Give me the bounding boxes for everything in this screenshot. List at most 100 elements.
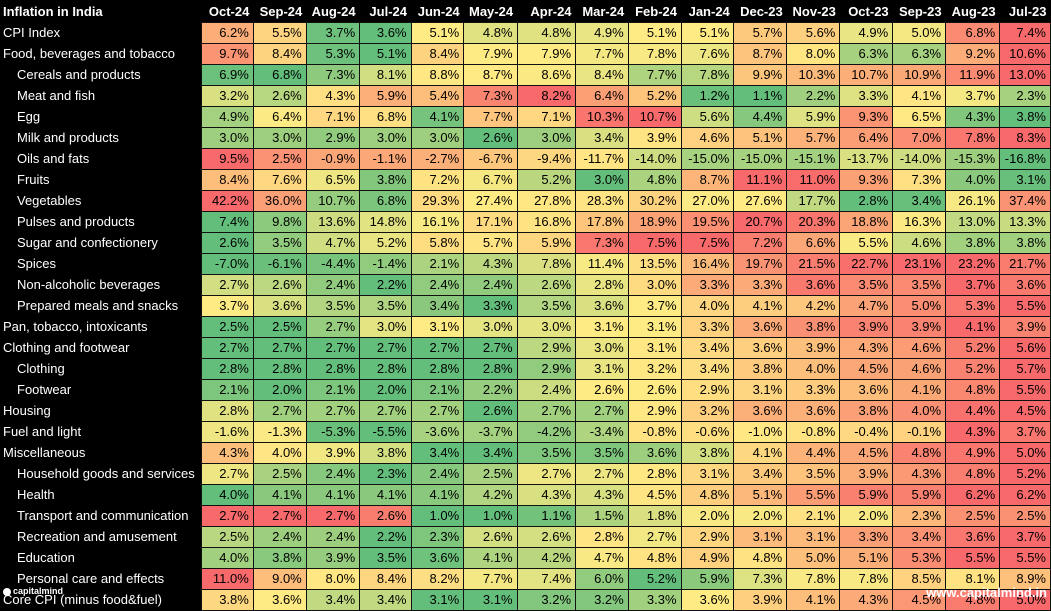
value-cell: 5.2% bbox=[627, 568, 682, 590]
value-cell: 10.3% bbox=[786, 64, 841, 86]
value-cell: 3.9% bbox=[892, 316, 947, 338]
value-cell: 7.4% bbox=[516, 568, 577, 590]
value-cell: 2.5% bbox=[252, 148, 307, 170]
value-cell: 8.1% bbox=[945, 568, 1001, 590]
value-cell: 2.1% bbox=[410, 379, 465, 401]
value-cell: 3.7% bbox=[945, 85, 1001, 107]
value-cell: 6.6% bbox=[786, 232, 841, 254]
value-cell: 2.6% bbox=[627, 379, 682, 401]
value-cell: 5.9% bbox=[359, 85, 412, 107]
value-cell: 3.5% bbox=[839, 274, 894, 296]
value-cell: 8.7% bbox=[733, 43, 788, 65]
value-cell: 2.7% bbox=[200, 505, 254, 527]
value-cell: 10.7% bbox=[627, 106, 682, 128]
row-label: Education bbox=[17, 550, 75, 565]
value-cell: 3.4% bbox=[680, 358, 735, 380]
value-cell: -15.0% bbox=[733, 148, 788, 170]
value-cell: 4.1% bbox=[410, 484, 465, 506]
value-cell: 2.5% bbox=[463, 463, 518, 485]
value-cell: 4.8% bbox=[945, 379, 1001, 401]
value-cell: 8.4% bbox=[252, 43, 307, 65]
value-cell: 4.0% bbox=[892, 400, 947, 422]
column-header: Jan-24 bbox=[688, 4, 730, 19]
table-row: Prepared meals and snacks 3.7% 3.6% 3.5% 3.5… bbox=[0, 295, 1051, 317]
value-cell: 5.1% bbox=[733, 127, 788, 149]
value-cell: 2.6% bbox=[200, 232, 254, 254]
value-cell: 4.1% bbox=[252, 484, 307, 506]
value-cell: 2.6% bbox=[575, 379, 629, 401]
value-cell: 3.1% bbox=[733, 379, 788, 401]
row-label: Personal care and effects bbox=[17, 571, 165, 586]
value-cell: 3.5% bbox=[516, 295, 577, 317]
value-cell: 3.0% bbox=[359, 127, 412, 149]
value-cell: 4.2% bbox=[463, 484, 518, 506]
value-cell: 5.6% bbox=[680, 106, 735, 128]
value-cell: 4.0% bbox=[945, 169, 1001, 191]
value-cell: 3.1% bbox=[733, 526, 788, 548]
value-cell: 3.8% bbox=[786, 316, 841, 338]
value-cell: 6.3% bbox=[892, 43, 947, 65]
value-cell: 3.1% bbox=[627, 337, 682, 359]
value-cell: 2.7% bbox=[359, 400, 412, 422]
table-row: Meat and fish 3.2% 2.6% 4.3% 5.9% 5.4% 7.3% 8.2… bbox=[0, 85, 1051, 107]
value-cell: 2.7% bbox=[305, 316, 361, 338]
value-cell: 13.6% bbox=[305, 211, 361, 233]
value-cell: 4.6% bbox=[892, 358, 947, 380]
value-cell: 11.4% bbox=[575, 253, 629, 275]
value-cell: 7.4% bbox=[200, 211, 254, 233]
value-cell: -13.7% bbox=[839, 148, 894, 170]
value-cell: 7.0% bbox=[892, 127, 947, 149]
value-cell: 7.9% bbox=[516, 43, 577, 65]
value-cell: 6.3% bbox=[839, 43, 894, 65]
value-cell: 4.0% bbox=[252, 442, 307, 464]
value-cell: 5.5% bbox=[252, 22, 307, 44]
value-cell: 2.3% bbox=[410, 526, 465, 548]
value-cell: 4.0% bbox=[680, 295, 735, 317]
value-cell: -1.4% bbox=[359, 253, 412, 275]
value-cell: 5.2% bbox=[359, 232, 412, 254]
footer: capitalmind www.capitalmind.in bbox=[0, 584, 1051, 602]
value-cell: -0.6% bbox=[680, 421, 735, 443]
value-cell: 3.1% bbox=[575, 316, 629, 338]
value-cell: 7.9% bbox=[463, 43, 518, 65]
table-row: Pan, tobacco, intoxicants 2.5% 2.5% 2.7% 3.0… bbox=[0, 316, 1051, 338]
value-cell: 2.8% bbox=[200, 358, 254, 380]
value-cell: 5.1% bbox=[410, 22, 465, 44]
value-cell: 8.5% bbox=[892, 568, 947, 590]
value-cell: 7.3% bbox=[305, 64, 361, 86]
value-cell: 3.4% bbox=[680, 337, 735, 359]
value-cell: 2.7% bbox=[575, 400, 629, 422]
row-label: Fruits bbox=[17, 172, 50, 187]
value-cell: 3.4% bbox=[410, 295, 465, 317]
value-cell: 3.2% bbox=[200, 85, 254, 107]
value-cell: 5.5% bbox=[945, 547, 1001, 569]
value-cell: 7.3% bbox=[892, 169, 947, 191]
value-cell: 5.5% bbox=[999, 547, 1051, 569]
row-label: Transport and communication bbox=[17, 508, 189, 523]
value-cell: 3.8% bbox=[999, 106, 1051, 128]
value-cell: 3.1% bbox=[786, 526, 841, 548]
brand-url: www.capitalmind.in bbox=[926, 585, 1047, 600]
value-cell: 4.4% bbox=[945, 400, 1001, 422]
value-cell: -3.4% bbox=[575, 421, 629, 443]
value-cell: 4.3% bbox=[575, 484, 629, 506]
value-cell: 2.4% bbox=[252, 526, 307, 548]
value-cell: 4.3% bbox=[945, 106, 1001, 128]
value-cell: 2.5% bbox=[945, 505, 1001, 527]
row-label: Prepared meals and snacks bbox=[17, 298, 179, 313]
value-cell: 3.8% bbox=[999, 232, 1051, 254]
value-cell: 6.9% bbox=[200, 64, 254, 86]
value-cell: 7.6% bbox=[252, 169, 307, 191]
value-cell: 2.4% bbox=[516, 379, 577, 401]
value-cell: 3.1% bbox=[627, 316, 682, 338]
value-cell: 5.5% bbox=[999, 379, 1051, 401]
value-cell: 4.1% bbox=[892, 379, 947, 401]
column-header: May-24 bbox=[468, 4, 514, 19]
value-cell: 3.9% bbox=[305, 442, 361, 464]
column-header: Dec-23 bbox=[740, 4, 783, 19]
value-cell: 3.6% bbox=[733, 337, 788, 359]
value-cell: -14.0% bbox=[627, 148, 682, 170]
value-cell: 4.8% bbox=[733, 547, 788, 569]
value-cell: 8.4% bbox=[359, 568, 412, 590]
value-cell: 2.3% bbox=[359, 463, 412, 485]
